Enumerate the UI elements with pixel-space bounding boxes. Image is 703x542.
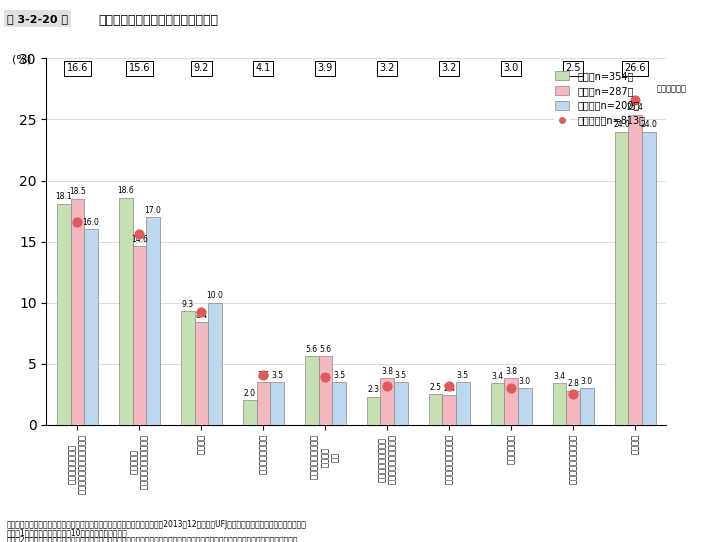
Text: 2.8: 2.8 (567, 379, 579, 388)
Text: 26.6: 26.6 (624, 63, 646, 73)
Text: 3.0: 3.0 (503, 63, 519, 73)
Bar (580, 388, 593, 425)
Text: 3.5: 3.5 (271, 371, 283, 379)
Bar (505, 378, 518, 425)
Text: 9.3: 9.3 (181, 300, 194, 309)
Text: 2.4: 2.4 (444, 384, 456, 393)
Bar (318, 357, 332, 425)
Text: 3.5: 3.5 (333, 371, 345, 379)
Text: 2.0: 2.0 (244, 389, 256, 398)
Bar (181, 311, 195, 425)
Point (630, 95, 641, 104)
Text: 24.0: 24.0 (640, 120, 657, 129)
Bar (332, 382, 346, 425)
Text: 5.6: 5.6 (319, 345, 331, 354)
Text: 16.0: 16.0 (83, 218, 100, 227)
Point (320, 373, 331, 382)
Bar (208, 302, 222, 425)
Bar (270, 382, 284, 425)
Text: 2.3: 2.3 (368, 385, 380, 394)
Point (505, 384, 517, 392)
Text: 3.4: 3.4 (491, 372, 503, 381)
Point (72, 218, 83, 227)
Text: 10.0: 10.0 (207, 291, 224, 300)
Text: 16.6: 16.6 (67, 63, 88, 73)
Text: 5.6: 5.6 (306, 345, 318, 354)
Bar (84, 229, 98, 425)
Text: （注）1．回答した割合が高い10項目を表示している。: （注）1．回答した割合が高い10項目を表示している。 (7, 528, 128, 538)
Bar (57, 204, 70, 425)
Point (382, 382, 393, 390)
Text: 24.0: 24.0 (613, 120, 630, 129)
Bar (442, 396, 456, 425)
Text: 2.5: 2.5 (565, 63, 581, 73)
Bar (628, 114, 642, 425)
Text: 25.4: 25.4 (627, 103, 644, 112)
Text: 18.5: 18.5 (69, 188, 86, 196)
Point (195, 308, 207, 317)
Bar (456, 382, 470, 425)
Bar (429, 394, 442, 425)
Text: 3.9: 3.9 (318, 63, 333, 73)
Bar (553, 383, 567, 425)
Bar (70, 199, 84, 425)
Text: 18.1: 18.1 (56, 192, 72, 201)
Text: 2．初期起業準備者が直面している課題について１位から３位を回答してもらった中で、１位として回答されたものを集計している。: 2．初期起業準備者が直面している課題について１位から３位を回答してもらった中で、… (7, 535, 299, 542)
Text: 9.2: 9.2 (194, 63, 209, 73)
Text: 3.5: 3.5 (257, 371, 269, 379)
Point (134, 230, 145, 238)
Bar (243, 401, 257, 425)
Text: 3.8: 3.8 (381, 367, 393, 376)
Y-axis label: (%): (%) (12, 55, 32, 65)
Bar (642, 132, 656, 425)
Text: 3.5: 3.5 (395, 371, 407, 379)
Text: 3.8: 3.8 (505, 367, 517, 376)
Text: 3.0: 3.0 (519, 377, 531, 386)
Text: （全体平均）: （全体平均） (657, 85, 687, 94)
Text: 14.6: 14.6 (131, 235, 148, 244)
Bar (614, 132, 628, 425)
Bar (305, 357, 318, 425)
Text: 3.2: 3.2 (380, 63, 395, 73)
Text: 18.6: 18.6 (117, 186, 134, 195)
Text: 4.1: 4.1 (256, 63, 271, 73)
Text: 初期起業準備者が直面している課題: 初期起業準備者が直面している課題 (98, 14, 219, 27)
Text: 3.4: 3.4 (553, 372, 566, 381)
Bar (257, 382, 270, 425)
Bar (518, 388, 531, 425)
Text: 8.4: 8.4 (195, 311, 207, 320)
Bar (146, 217, 160, 425)
Text: 15.6: 15.6 (129, 63, 150, 73)
Text: 3.2: 3.2 (441, 63, 457, 73)
Text: 2.5: 2.5 (430, 383, 441, 392)
Text: 3.5: 3.5 (457, 371, 469, 379)
Bar (119, 198, 133, 425)
Bar (133, 247, 146, 425)
Legend: 女性（n=354）, 若者（n=287）, シニア（n=200）, 全体平均（n=813）: 女性（n=354）, 若者（n=287）, シニア（n=200）, 全体平均（n… (550, 67, 649, 130)
Bar (567, 391, 580, 425)
Text: 17.0: 17.0 (145, 206, 162, 215)
Text: 3.0: 3.0 (581, 377, 593, 386)
Point (258, 370, 269, 379)
Text: 資料：中小企業庁委託「日本の起業環境及び潜在的起業家に関する調査」（2013年12月、三菱UFJリサーチ＆コンサルティング（株））: 資料：中小企業庁委託「日本の起業環境及び潜在的起業家に関する調査」（2013年1… (7, 520, 307, 530)
Bar (491, 383, 505, 425)
Bar (394, 382, 408, 425)
Bar (367, 397, 380, 425)
Bar (380, 378, 394, 425)
Bar (195, 322, 208, 425)
Point (444, 382, 455, 390)
Point (567, 390, 579, 398)
Text: 第 3-2-20 図: 第 3-2-20 図 (7, 14, 68, 23)
